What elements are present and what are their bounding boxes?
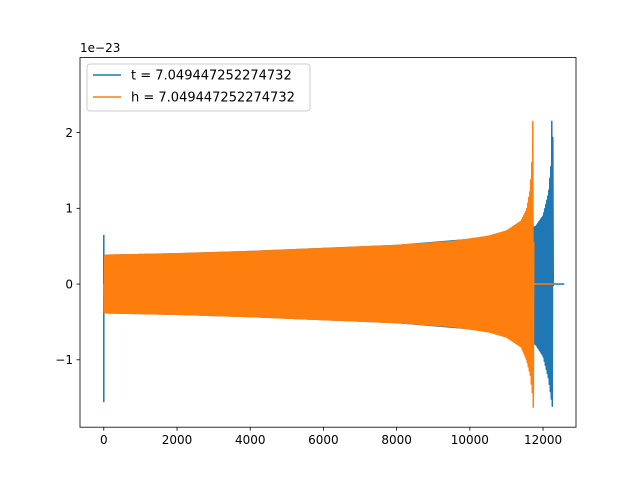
legend-frame [86,63,311,112]
x-tick-label: 6000 [308,433,339,447]
series-h [103,120,554,409]
y-tick-label: −1 [55,353,73,367]
y-tick-label: 0 [65,277,73,291]
y-tick-label: 1 [65,202,73,216]
y-offset-text: 1e−23 [80,41,120,55]
plot-area [103,120,565,409]
x-tick-label: 10000 [451,433,489,447]
x-tick-label: 0 [100,433,108,447]
axes-frame [79,57,577,428]
x-tick-label: 2000 [162,433,193,447]
y-tick-label: 2 [65,126,73,140]
series-oscillation [103,120,535,409]
x-axis: 0 2000 4000 6000 8000 10000 12000 [100,427,562,447]
x-tick-label: 8000 [381,433,412,447]
y-axis: −1 0 1 2 [55,126,80,367]
legend: t = 7.049447252274732 h = 7.049447252274… [86,63,311,112]
x-tick-label: 4000 [235,433,266,447]
legend-label-h: h = 7.049447252274732 [131,91,295,106]
legend-label-t: t = 7.049447252274732 [131,69,292,84]
x-tick-label: 12000 [524,433,562,447]
